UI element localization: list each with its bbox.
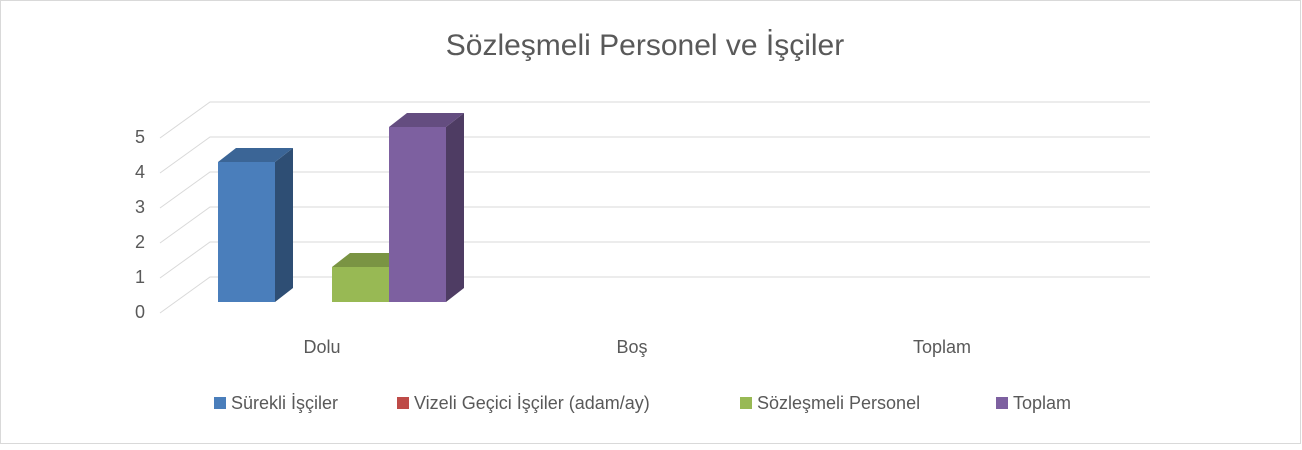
bar-face bbox=[275, 148, 293, 302]
chart-title: Sözleşmeli Personel ve İşçiler bbox=[446, 29, 844, 62]
bar-face bbox=[446, 113, 464, 302]
grid-line bbox=[159, 101, 1150, 139]
y-tick-label: 0 bbox=[135, 302, 145, 322]
y-tick-label: 1 bbox=[135, 267, 145, 287]
bar-face bbox=[332, 253, 407, 267]
grid-line bbox=[159, 241, 1150, 279]
y-tick-label: 4 bbox=[135, 162, 145, 182]
bar-face bbox=[389, 113, 464, 127]
legend-label: Toplam bbox=[1013, 393, 1071, 413]
legend-label: Sürekli İşçiler bbox=[231, 393, 338, 413]
legend-swatch bbox=[740, 397, 752, 409]
legend-label: Sözleşmeli Personel bbox=[757, 393, 920, 413]
grid-line bbox=[159, 276, 1150, 314]
x-tick-label: Dolu bbox=[303, 337, 340, 357]
legend-swatch bbox=[397, 397, 409, 409]
x-tick-label: Boş bbox=[616, 337, 647, 357]
legend-swatch bbox=[996, 397, 1008, 409]
legend-label: Vizeli Geçici İşçiler (adam/ay) bbox=[414, 393, 650, 413]
bar-face bbox=[218, 148, 293, 162]
bar-face bbox=[389, 127, 446, 302]
y-tick-label: 3 bbox=[135, 197, 145, 217]
bar bbox=[389, 113, 464, 302]
grid-line bbox=[159, 136, 1150, 174]
bar-face bbox=[218, 162, 275, 302]
x-tick-label: Toplam bbox=[913, 337, 971, 357]
bar bbox=[218, 148, 293, 302]
grid-line bbox=[159, 206, 1150, 244]
grid-line bbox=[159, 171, 1150, 209]
y-tick-label: 2 bbox=[135, 232, 145, 252]
bar-face bbox=[332, 267, 389, 302]
y-tick-label: 5 bbox=[135, 127, 145, 147]
legend-swatch bbox=[214, 397, 226, 409]
